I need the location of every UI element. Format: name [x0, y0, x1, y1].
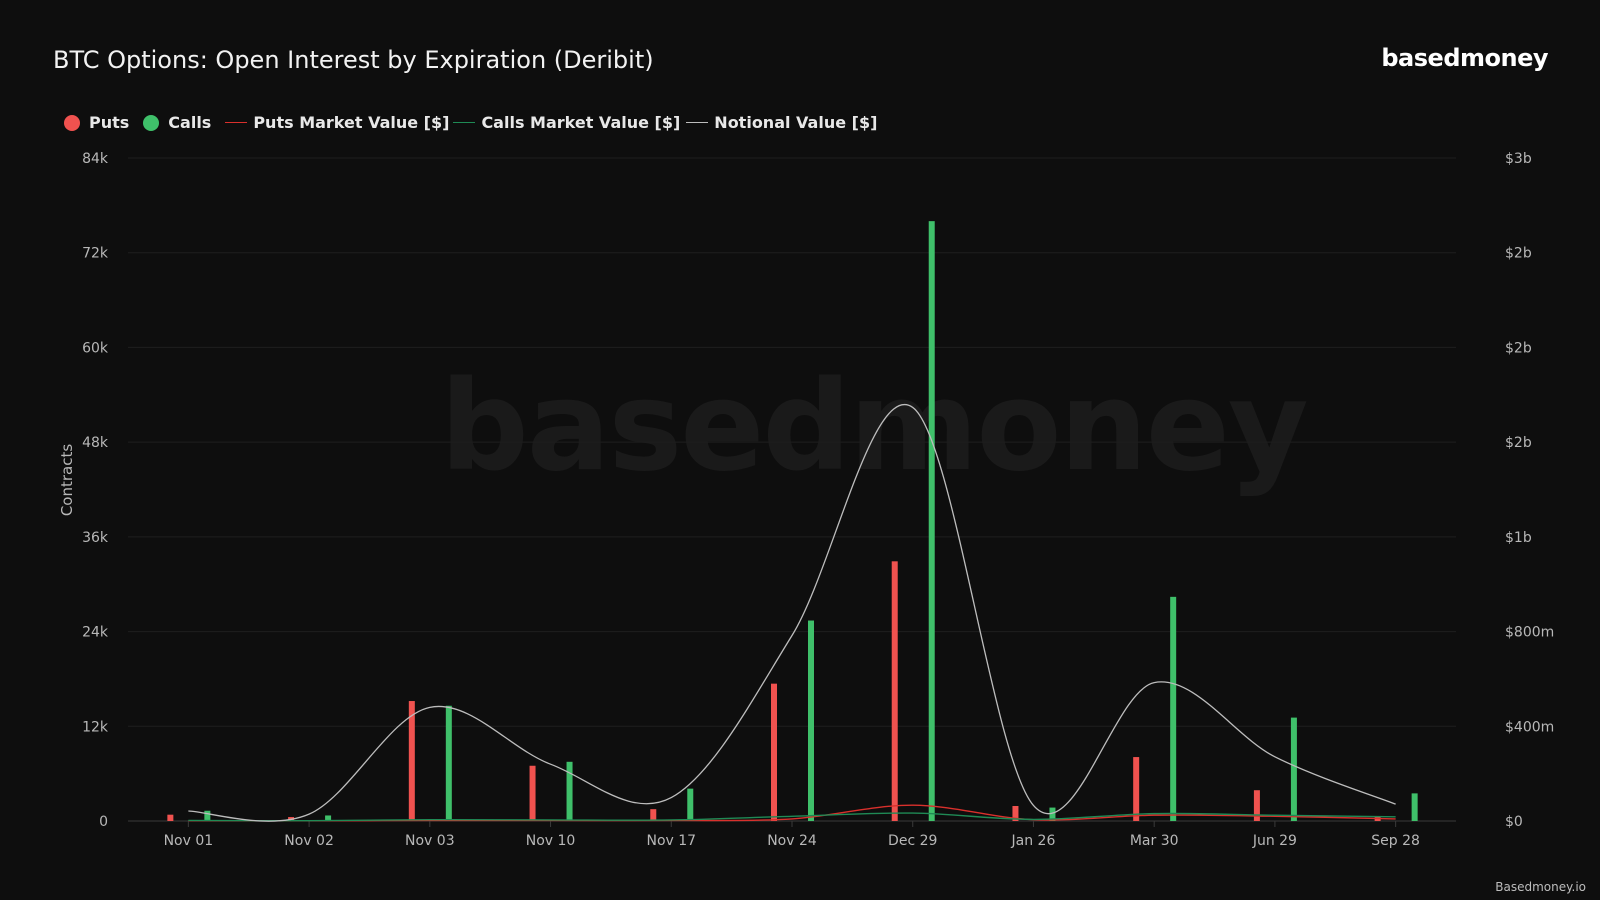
y-tick-label: 12k — [82, 719, 109, 735]
y-tick-label: 36k — [82, 530, 109, 546]
puts-market-value-line[interactable] — [188, 804, 1396, 822]
calls-bar[interactable] — [204, 810, 211, 821]
x-axis: Nov 01 Nov 02 Nov 03 Nov 10 Nov 17 Nov 24 Dec … — [164, 821, 1420, 849]
puts-bar[interactable] — [891, 561, 898, 821]
x-tick-label: Nov 10 — [526, 833, 576, 849]
legend-line-icon — [225, 122, 248, 123]
y2-tick-label: $2b — [1505, 435, 1532, 451]
notional-value-line[interactable] — [188, 404, 1396, 822]
legend-line-icon — [686, 122, 709, 123]
y-tick-label: 60k — [82, 340, 109, 356]
puts-bar[interactable] — [529, 765, 536, 821]
y-tick-label: 72k — [82, 246, 109, 262]
y2-tick-label: $400m — [1505, 719, 1554, 735]
y-axis-title: Contracts — [58, 444, 76, 517]
legend-item-notional-value[interactable]: Notional Value [$] — [686, 113, 877, 132]
calls-bar[interactable] — [1411, 793, 1418, 821]
y-axis-left: 0 12k 24k 36k 48k 60k 72k 84k — [82, 151, 109, 830]
calls-bar[interactable] — [566, 761, 573, 821]
calls-bar[interactable] — [445, 705, 452, 821]
legend-label: Puts Market Value [$] — [253, 113, 450, 132]
puts-bar[interactable] — [408, 701, 415, 821]
x-tick-label: Nov 01 — [164, 833, 214, 849]
calls-market-value-line[interactable] — [188, 812, 1396, 822]
legend-label: Calls Market Value [$] — [481, 113, 681, 132]
puts-bar[interactable] — [1012, 806, 1019, 821]
brand-logo: basedmoney — [1381, 44, 1548, 72]
y-tick-label: 84k — [82, 151, 109, 167]
legend-item-puts[interactable]: Puts — [64, 113, 129, 132]
puts-bar[interactable] — [1253, 790, 1260, 821]
legend-item-calls-market-value[interactable]: Calls Market Value [$] — [453, 113, 680, 132]
gridlines — [128, 157, 1456, 822]
calls-bar[interactable] — [687, 788, 694, 821]
legend-dot-icon — [64, 114, 80, 131]
legend-dot-icon — [143, 114, 160, 131]
footer-source: Basedmoney.io — [1495, 880, 1586, 894]
puts-bar[interactable] — [1133, 757, 1140, 821]
bar-series — [167, 221, 1418, 822]
calls-bar[interactable] — [808, 620, 814, 821]
legend-line-icon — [453, 122, 476, 123]
x-tick-label: Jan 26 — [1011, 833, 1056, 849]
puts-bar[interactable] — [167, 814, 174, 821]
x-tick-label: Nov 17 — [646, 833, 696, 849]
y-tick-label: 24k — [82, 625, 109, 641]
x-tick-label: Nov 24 — [767, 833, 817, 849]
calls-bar[interactable] — [928, 221, 935, 822]
puts-bar[interactable] — [650, 809, 657, 821]
chart-legend: Puts Calls Puts Market Value [$] Calls M… — [64, 113, 891, 132]
y2-tick-label: $0 — [1505, 814, 1523, 830]
calls-bar[interactable] — [325, 815, 332, 821]
calls-bar[interactable] — [1049, 807, 1056, 821]
y2-tick-label: $3b — [1505, 151, 1532, 167]
y2-tick-label: $800m — [1505, 625, 1554, 641]
puts-bar[interactable] — [771, 683, 777, 821]
y2-tick-label: $1b — [1505, 530, 1532, 546]
legend-label: Calls — [168, 113, 212, 132]
legend-item-calls[interactable]: Calls — [143, 113, 211, 132]
y-tick-label: 0 — [99, 814, 108, 830]
x-tick-label: Nov 02 — [284, 833, 334, 849]
legend-label: Puts — [89, 113, 130, 132]
chart-title: BTC Options: Open Interest by Expiration… — [53, 46, 654, 74]
line-series — [188, 404, 1396, 822]
y2-tick-label: $2b — [1505, 340, 1532, 356]
y-axis-right: $0 $400m $800m $1b $2b $2b $2b $3b — [1505, 151, 1554, 830]
legend-label: Notional Value [$] — [714, 113, 878, 132]
calls-bar[interactable] — [1290, 717, 1297, 821]
y-tick-label: 48k — [82, 435, 109, 451]
x-tick-label: Nov 03 — [405, 833, 455, 849]
x-tick-label: Dec 29 — [888, 833, 937, 849]
calls-bar[interactable] — [1170, 596, 1177, 821]
x-tick-label: Jun 29 — [1252, 833, 1297, 849]
x-tick-label: Sep 28 — [1371, 833, 1420, 849]
legend-item-puts-market-value[interactable]: Puts Market Value [$] — [225, 113, 449, 132]
y2-tick-label: $2b — [1505, 246, 1532, 262]
x-tick-label: Mar 30 — [1130, 833, 1179, 849]
